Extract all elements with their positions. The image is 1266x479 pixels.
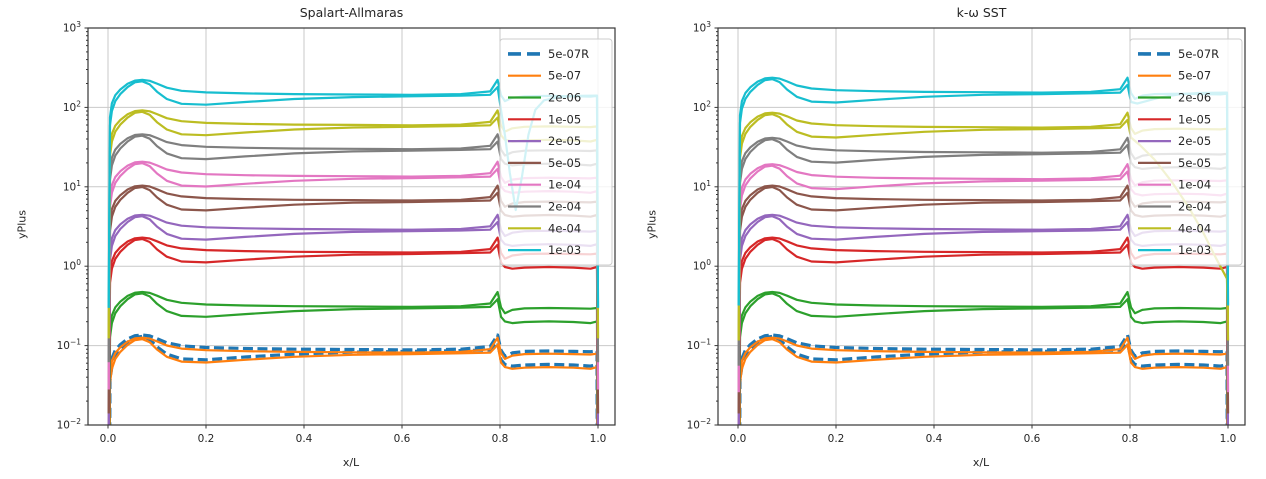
panel-title-k-omega-sst: k-ω SST — [956, 5, 1007, 20]
legend-label: 4e-04 — [1178, 221, 1211, 235]
legend-entry: 1e-03 — [508, 243, 581, 257]
legend-entry: 1e-05 — [508, 112, 581, 126]
legend-label: 1e-05 — [1178, 112, 1211, 126]
y-tick-label: 10−2 — [57, 417, 82, 432]
legend-entry: 1e-04 — [1138, 178, 1211, 192]
y-axis-label-left: yPlus — [15, 210, 29, 239]
legend-label: 2e-05 — [548, 134, 581, 148]
y-tick-label: 101 — [63, 179, 81, 194]
x-tick-label: 0.4 — [926, 433, 943, 445]
legend-entry: 1e-03 — [1138, 243, 1211, 257]
legend-entry: 5e-05 — [508, 156, 581, 170]
curve-5e-07R-upper — [738, 333, 1229, 425]
x-tick-label: 0.0 — [730, 433, 747, 445]
x-tick-label: 1.0 — [1220, 433, 1237, 445]
legend-entry: 4e-04 — [508, 221, 581, 235]
curve-1e-05-lower — [737, 237, 1229, 425]
x-tick-label: 0.4 — [296, 433, 313, 445]
legend-entry: 5e-07R — [1138, 47, 1219, 61]
legend-label: 2e-05 — [1178, 134, 1211, 148]
legend-label: 5e-05 — [1178, 156, 1211, 170]
legend-box — [1129, 38, 1243, 266]
x-axis-label-left: x/L — [342, 456, 360, 469]
legend-label: 1e-03 — [1178, 243, 1211, 257]
legend-label: 1e-04 — [548, 178, 581, 192]
legend-label: 5e-07 — [548, 69, 581, 83]
x-tick-label: 0.8 — [1122, 433, 1139, 445]
legend-entry: 5e-07 — [508, 69, 581, 83]
legend-label: 5e-07R — [548, 47, 589, 61]
legend-entry: 2e-06 — [1138, 91, 1211, 105]
legend-label: 5e-07 — [1178, 69, 1211, 83]
y-tick-label: 103 — [693, 20, 711, 35]
legend-label: 2e-04 — [548, 200, 581, 214]
x-tick-label: 1.0 — [590, 433, 607, 445]
legend-label: 2e-06 — [1178, 91, 1211, 105]
legend-label: 1e-05 — [548, 112, 581, 126]
legend-entry: 5e-07 — [1138, 69, 1211, 83]
curve-5e-07-lower — [108, 338, 599, 425]
legend-sa: 5e-07R 5e-07 2e-06 1e-05 2e-05 5e-05 1e-04 2e-0… — [499, 38, 613, 266]
legend-entry: 1e-05 — [1138, 112, 1211, 126]
curve-5e-07R-upper — [108, 333, 599, 425]
legend-label: 5e-07R — [1178, 47, 1219, 61]
ticks-sa — [84, 27, 599, 429]
curve-1e-05-lower — [107, 237, 599, 425]
legend-entry: 2e-05 — [508, 134, 581, 148]
y-axis-label-right: yPlus — [645, 210, 659, 239]
legend-entry: 5e-05 — [1138, 156, 1211, 170]
x-tick-label: 0.8 — [492, 433, 509, 445]
axes-spines — [87, 27, 616, 426]
legend-label: 5e-05 — [548, 156, 581, 170]
legend-label: 2e-06 — [548, 91, 581, 105]
tick-labels-sa: 0.0 0.2 0.4 0.6 0.8 1.0 103 102 101 100 10−1 10−2 — [57, 20, 607, 445]
y-tick-label: 103 — [63, 20, 81, 35]
x-tick-label: 0.6 — [394, 433, 411, 445]
x-tick-label: 0.0 — [100, 433, 117, 445]
y-tick-label: 100 — [693, 258, 711, 273]
curve-2e-06-lower — [108, 292, 599, 425]
curve-5e-07-lower — [738, 338, 1229, 425]
x-tick-label: 0.2 — [828, 433, 845, 445]
legend-entry: 1e-04 — [508, 178, 581, 192]
y-tick-label: 10−2 — [687, 417, 712, 432]
legend-sst: 5e-07R 5e-07 2e-06 1e-05 2e-05 5e-05 1e-04 2e-0… — [1129, 38, 1243, 266]
curve-5e-07-upper — [738, 336, 1229, 425]
legend-entry: 2e-05 — [1138, 134, 1211, 148]
legend-label: 4e-04 — [548, 221, 581, 235]
y-tick-label: 102 — [63, 99, 81, 114]
panel-title-spalart-allmaras: Spalart-Allmaras — [299, 5, 404, 20]
y-tick-label: 101 — [693, 179, 711, 194]
legend-label: 1e-03 — [548, 243, 581, 257]
y-tick-label: 102 — [693, 99, 711, 114]
panel-sst: 0.0 0.2 0.4 0.6 0.8 1.0 103 102 101 100 10−1 10−2 5e… — [687, 20, 1246, 445]
tick-labels-sst: 0.0 0.2 0.4 0.6 0.8 1.0 103 102 101 100 10−1 10−2 — [687, 20, 1237, 445]
legend-entry: 2e-06 — [508, 91, 581, 105]
legend-label: 2e-04 — [1178, 200, 1211, 214]
x-tick-label: 0.2 — [198, 433, 215, 445]
legend-entry: 2e-04 — [508, 200, 581, 214]
y-tick-label: 10−1 — [687, 338, 712, 353]
ticks-sst — [714, 27, 1229, 429]
legend-entry: 5e-07R — [508, 47, 589, 61]
panel-sa: 0.0 0.2 0.4 0.6 0.8 1.0 103 102 101 100 10−1 10−2 5e… — [57, 20, 616, 445]
legend-entry: 2e-04 — [1138, 200, 1211, 214]
y-tick-label: 10−1 — [57, 338, 82, 353]
legend-entry: 4e-04 — [1138, 221, 1211, 235]
legend-label: 1e-04 — [1178, 178, 1211, 192]
curve-2e-06-lower — [738, 292, 1229, 425]
curve-5e-07-upper — [108, 336, 599, 425]
curve-2e-06-upper — [108, 290, 599, 425]
y-tick-label: 100 — [63, 258, 81, 273]
curve-2e-06-upper — [738, 290, 1229, 425]
x-axis-label-right: x/L — [972, 456, 990, 469]
x-tick-label: 0.6 — [1024, 433, 1041, 445]
axes-spines — [717, 27, 1246, 426]
legend-box — [499, 38, 613, 266]
